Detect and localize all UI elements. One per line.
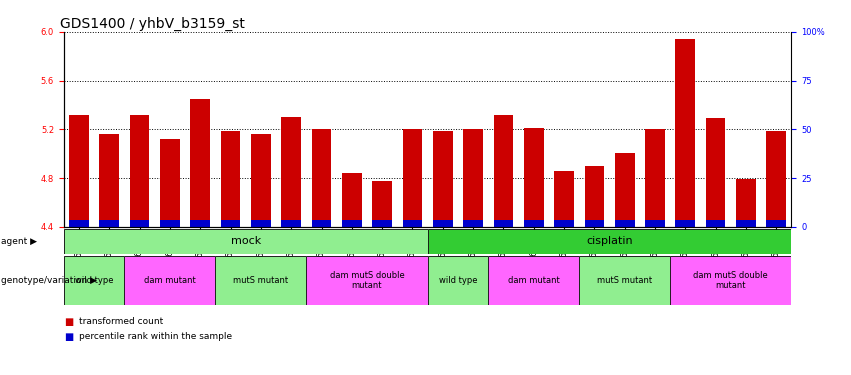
Text: mutS mutant: mutS mutant <box>597 276 652 285</box>
Bar <box>463 220 483 227</box>
Text: ■: ■ <box>64 317 73 327</box>
Bar <box>251 220 271 227</box>
Bar <box>524 220 544 227</box>
Bar <box>585 220 604 227</box>
Bar <box>342 220 362 227</box>
Bar <box>282 117 301 227</box>
Text: cisplatin: cisplatin <box>586 237 633 246</box>
Bar <box>160 220 180 227</box>
Bar <box>372 220 392 227</box>
Text: wild type: wild type <box>75 276 113 285</box>
Bar <box>433 130 453 227</box>
Bar <box>311 129 331 227</box>
Bar <box>100 220 119 227</box>
Text: genotype/variation ▶: genotype/variation ▶ <box>1 276 97 285</box>
Bar <box>129 115 150 227</box>
Bar <box>645 220 665 227</box>
Bar <box>220 130 241 227</box>
Bar <box>767 130 786 227</box>
Bar <box>251 134 271 227</box>
Bar <box>282 220 301 227</box>
Text: dam mutant: dam mutant <box>144 276 196 285</box>
Bar <box>433 220 453 227</box>
Text: mock: mock <box>231 237 261 246</box>
Text: mutS mutant: mutS mutant <box>233 276 288 285</box>
Bar <box>585 166 604 227</box>
Bar <box>220 220 241 227</box>
Bar <box>736 179 756 227</box>
Text: ■: ■ <box>64 332 73 342</box>
Bar <box>191 99 210 227</box>
Text: dam mutS double
mutant: dam mutS double mutant <box>694 271 768 290</box>
Bar <box>705 118 726 227</box>
Bar <box>524 128 544 227</box>
Bar <box>705 220 726 227</box>
Bar <box>494 115 513 227</box>
Text: transformed count: transformed count <box>79 317 163 326</box>
Bar <box>767 220 786 227</box>
Bar <box>614 220 635 227</box>
Text: agent ▶: agent ▶ <box>1 237 37 246</box>
Bar <box>100 134 119 227</box>
Bar <box>403 129 422 227</box>
Bar <box>69 115 89 227</box>
Bar <box>494 220 513 227</box>
Bar <box>191 220 210 227</box>
Bar <box>676 220 695 227</box>
Bar <box>614 153 635 227</box>
Bar <box>463 129 483 227</box>
Bar <box>403 220 422 227</box>
Text: percentile rank within the sample: percentile rank within the sample <box>79 332 232 341</box>
Bar <box>676 39 695 227</box>
Bar <box>160 139 180 227</box>
Bar <box>311 220 331 227</box>
Bar <box>372 181 392 227</box>
Bar <box>342 173 362 227</box>
Text: dam mutant: dam mutant <box>508 276 560 285</box>
Bar <box>69 220 89 227</box>
Bar <box>736 220 756 227</box>
Bar <box>554 171 574 227</box>
Text: GDS1400 / yhbV_b3159_st: GDS1400 / yhbV_b3159_st <box>60 17 245 31</box>
Text: dam mutS double
mutant: dam mutS double mutant <box>329 271 404 290</box>
Bar <box>554 220 574 227</box>
Text: wild type: wild type <box>439 276 477 285</box>
Bar <box>645 129 665 227</box>
Bar <box>129 220 150 227</box>
